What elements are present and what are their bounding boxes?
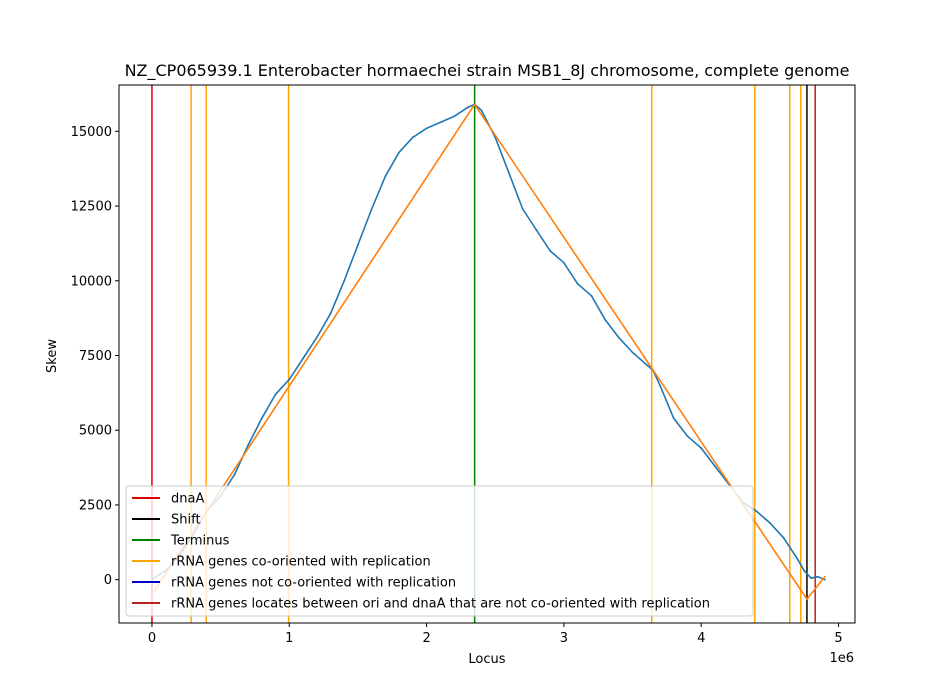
data-point-skew: [714, 465, 716, 467]
y-axis-label: Skew: [45, 339, 60, 373]
data-point-skew: [549, 249, 552, 252]
data-point-skew: [617, 336, 620, 339]
data-point-skew: [590, 294, 593, 297]
data-point-skew: [247, 444, 249, 447]
y-tick-label: 7500: [79, 349, 112, 364]
data-point-skew: [535, 229, 538, 231]
data-point-fit: [823, 575, 826, 578]
axes: 0 1 2 3 4 5 0 2500 5000 7500 10000 12500 15000: [71, 84, 856, 646]
data-point-skew: [398, 151, 401, 154]
data-point-skew: [233, 474, 236, 476]
y-tick-label: 0: [104, 573, 112, 588]
data-point-skew: [521, 208, 524, 210]
x-axis-offset-label: 1e6: [829, 651, 854, 666]
data-point-skew: [823, 578, 826, 581]
data-point-skew: [796, 557, 799, 560]
data-point-skew: [631, 351, 634, 354]
data-point-skew: [453, 115, 455, 118]
x-tick-label: 4: [697, 631, 705, 646]
legend-box: [125, 485, 754, 617]
x-tick-label: 3: [560, 631, 568, 646]
legend-label: dnaA: [171, 492, 204, 507]
data-point-skew: [755, 510, 758, 512]
x-tick-label: 1: [285, 631, 293, 646]
legend-label: rRNA genes co-oriented with replication: [171, 555, 431, 570]
data-point-skew: [315, 336, 318, 339]
y-tick-label: 12500: [71, 200, 112, 215]
x-tick-label: 0: [148, 631, 156, 646]
data-point-skew: [439, 121, 442, 124]
data-point-skew: [768, 521, 771, 524]
plot-frame: [118, 84, 856, 624]
x-axis-label: Locus: [468, 652, 505, 667]
data-point-skew: [672, 417, 675, 420]
chart-title: NZ_CP065939.1 Enterobacter hormaechei st…: [125, 61, 850, 81]
data-point-skew: [370, 208, 373, 210]
data-point-skew: [686, 435, 689, 438]
data-point-fit: [473, 103, 476, 106]
data-point-skew: [604, 318, 606, 321]
data-point-skew: [466, 106, 469, 109]
data-point-skew: [425, 127, 428, 130]
data-point-skew: [343, 279, 346, 282]
legend: dnaA Shift Terminus rRNA genes co-oriented …: [125, 485, 754, 617]
data-point-skew: [411, 136, 414, 139]
legend-label: Terminus: [170, 534, 230, 549]
legend-label: Shift: [171, 513, 201, 528]
data-point-skew: [357, 244, 359, 246]
y-tick-label: 15000: [71, 125, 112, 140]
data-point-skew: [782, 536, 785, 539]
data-point-skew: [329, 312, 332, 315]
x-tick-label: 2: [422, 631, 430, 646]
data-point-fit: [806, 598, 808, 600]
data-point-skew: [302, 357, 304, 360]
y-tick-label: 2500: [79, 498, 112, 513]
data-point-skew: [645, 363, 648, 366]
data-point-skew: [260, 417, 263, 420]
data-point-skew: [810, 577, 812, 580]
series-line-fit: [151, 103, 826, 600]
legend-label: rRNA genes not co-oriented with replicat…: [171, 576, 456, 591]
data-point-skew: [562, 261, 565, 264]
data-point-skew: [288, 378, 291, 381]
data-point-skew: [817, 575, 819, 578]
y-tick-label: 5000: [79, 424, 112, 439]
data-point-skew: [700, 447, 703, 450]
data-point-skew: [576, 282, 579, 285]
data-point-skew: [659, 384, 661, 387]
data-point-skew: [803, 569, 806, 572]
x-tick-label: 5: [834, 631, 842, 646]
data-point-skew: [384, 175, 387, 178]
y-tick-label: 10000: [71, 274, 112, 289]
data-point-skew: [480, 109, 483, 112]
data-point-skew: [274, 393, 277, 396]
legend-label: rRNA genes locates between ori and dnaA …: [171, 597, 710, 612]
data-point-skew: [508, 172, 510, 175]
